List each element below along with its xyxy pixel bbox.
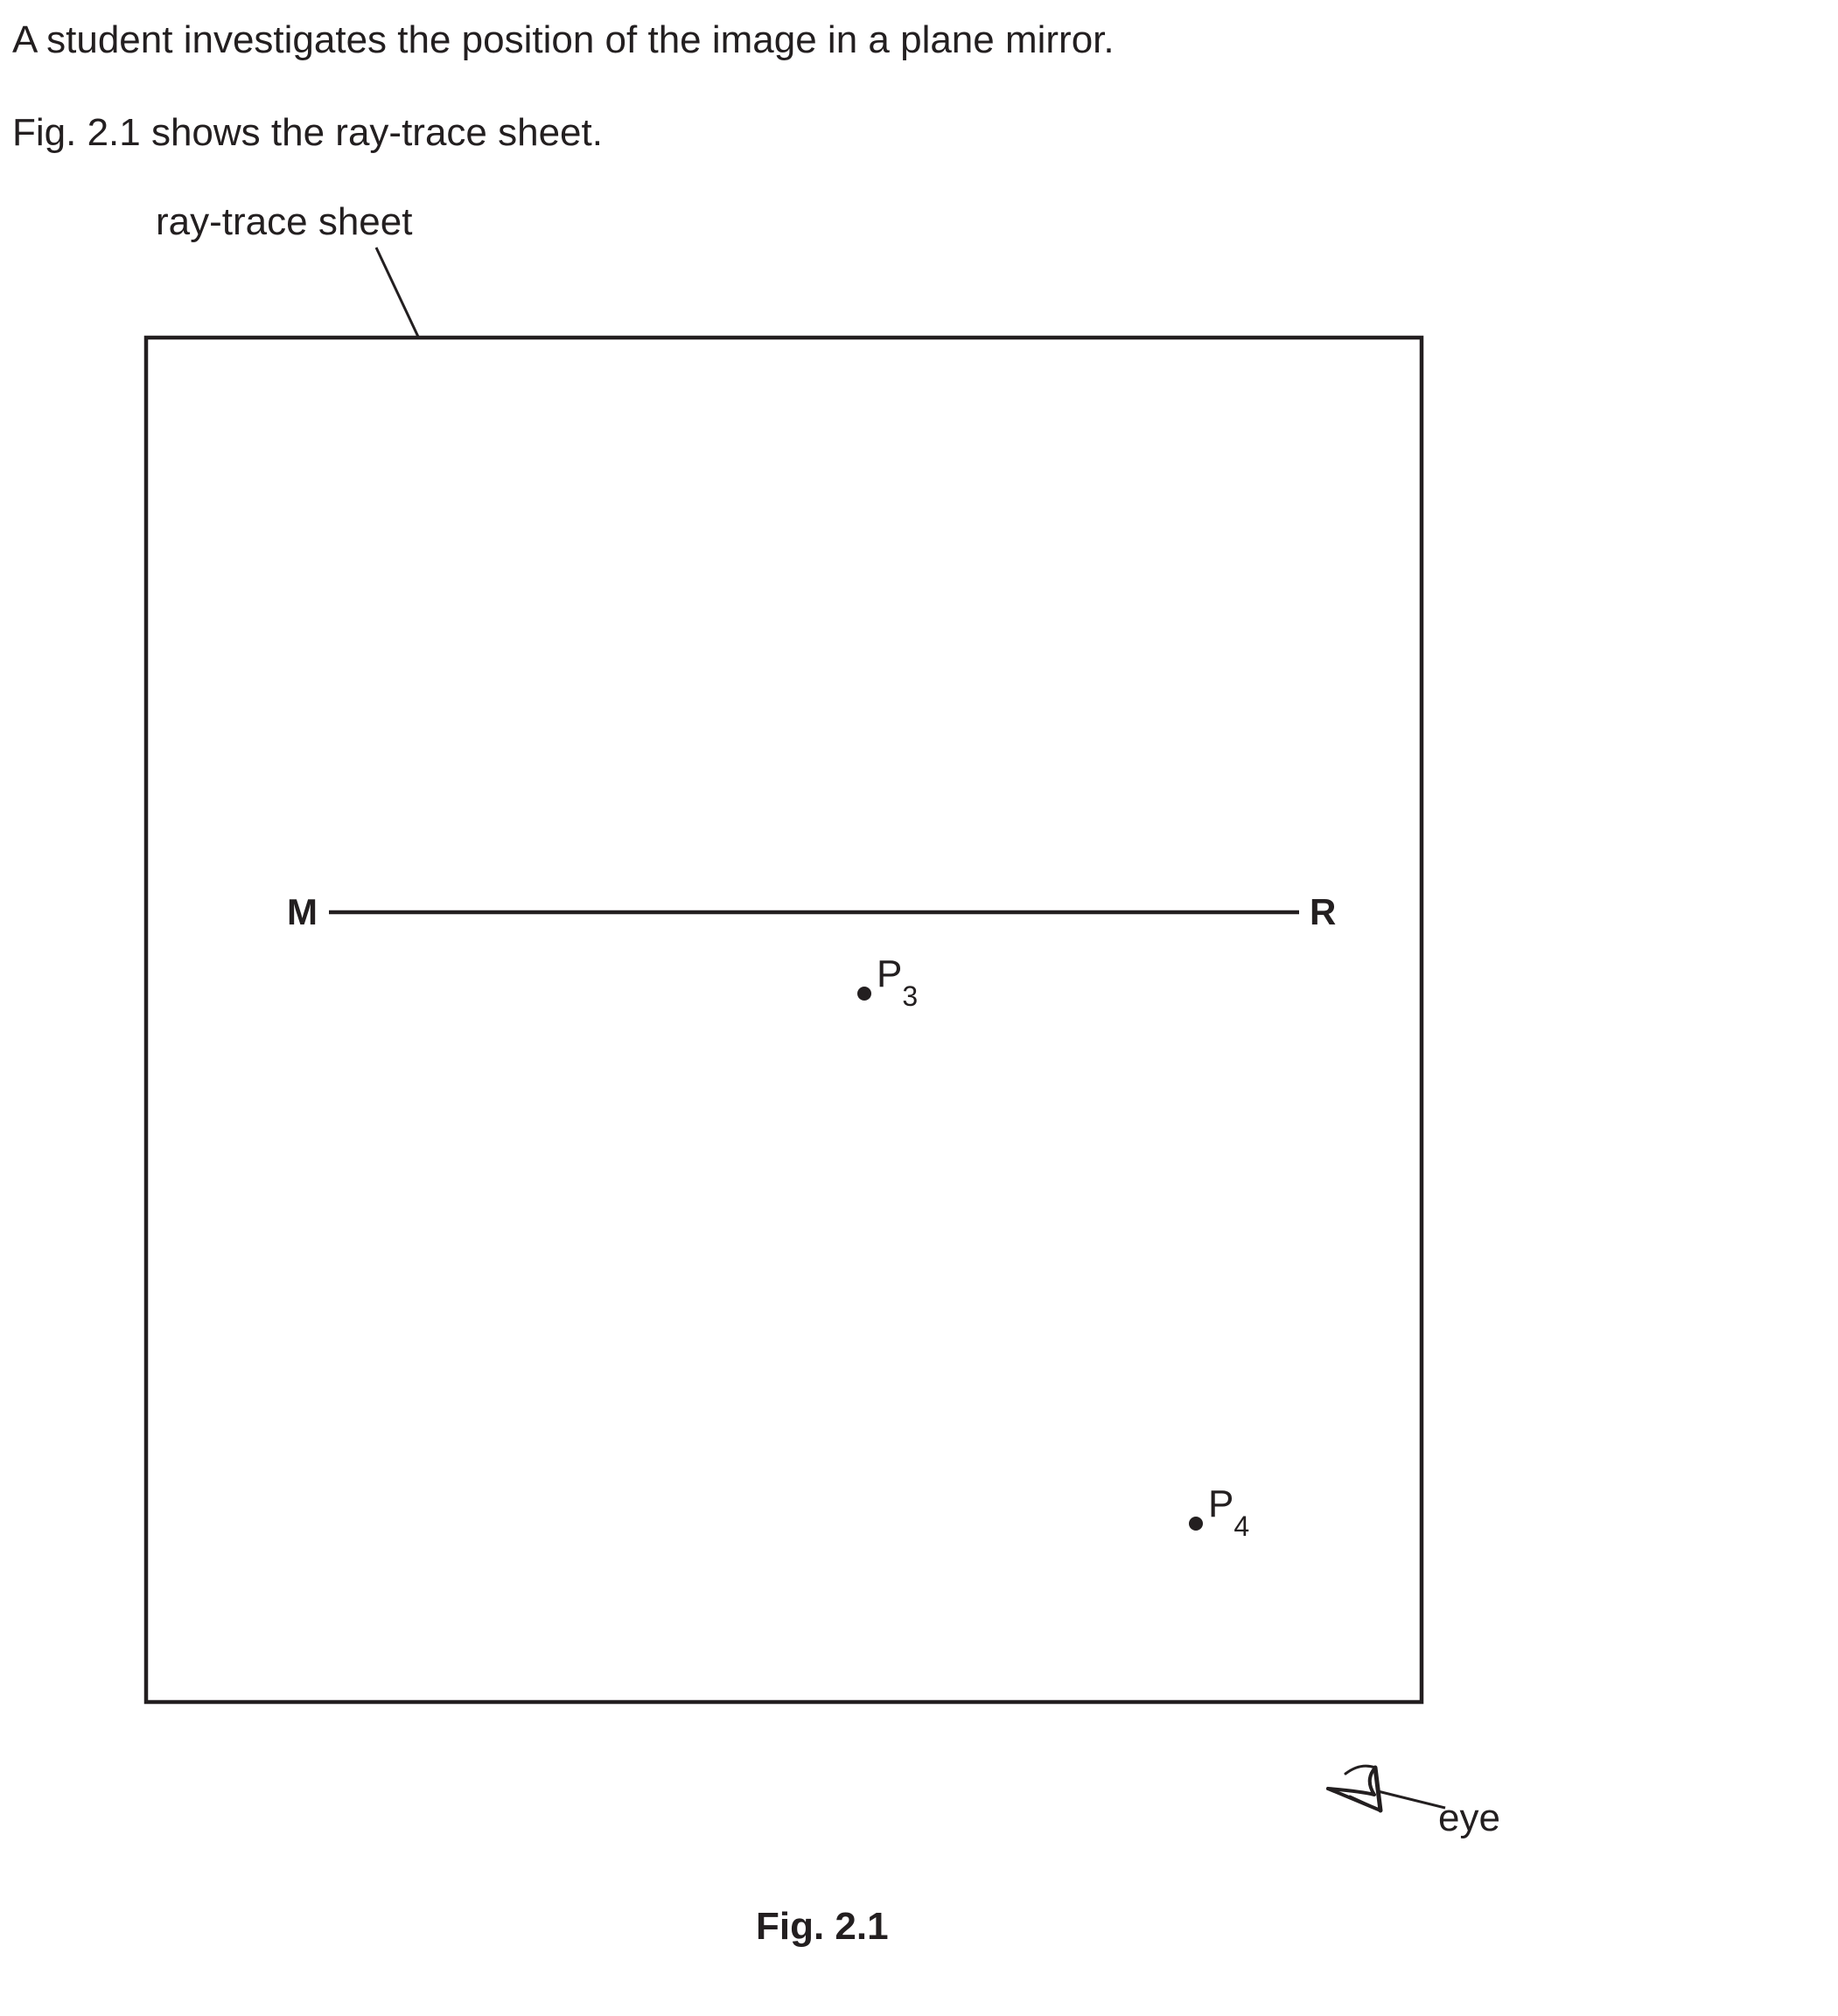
sheet-label: ray-trace sheet [156, 200, 412, 243]
pin-p4-subscript: 4 [1233, 1510, 1249, 1542]
mirror-label-m: M [287, 891, 318, 932]
sheet-label-leader [374, 247, 420, 338]
svg-text:P3: P3 [877, 952, 918, 1012]
svg-text:P4: P4 [1208, 1482, 1249, 1542]
eye-label-leader [1377, 1789, 1446, 1810]
pin-p4-letter: P [1208, 1482, 1233, 1525]
pin-p3-letter: P [877, 952, 902, 995]
ray-trace-sheet [143, 335, 1424, 1705]
intro-sentence-2: Fig. 2.1 shows the ray-trace sheet. [12, 111, 603, 154]
figure-caption: Fig. 2.1 [756, 1905, 889, 1948]
pin-p4: P4 [1189, 1482, 1249, 1542]
pin-p3-subscript: 3 [902, 980, 918, 1012]
mirror-label-r: R [1310, 891, 1336, 932]
pin-p3-marker [857, 987, 871, 1001]
eye-icon [1326, 1764, 1383, 1813]
eye-label: eye [1438, 1796, 1500, 1839]
pin-p3: P3 [857, 952, 918, 1012]
pin-p4-marker [1189, 1517, 1203, 1531]
intro-sentence-1: A student investigates the position of t… [12, 18, 1115, 61]
